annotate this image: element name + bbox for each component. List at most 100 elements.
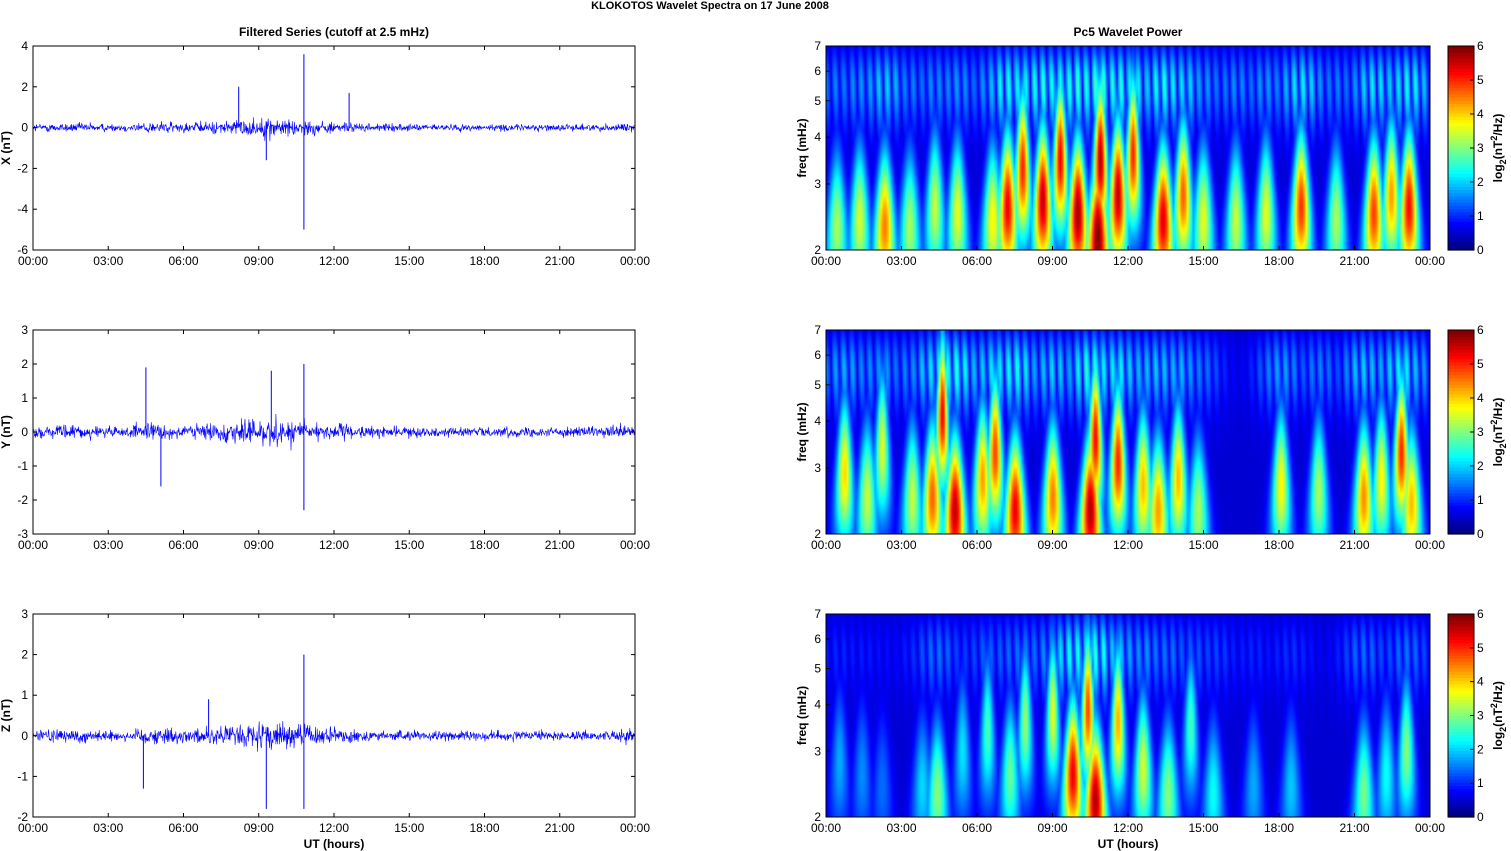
colorbar-label-tail: /Hz)	[1491, 398, 1505, 420]
wavelet-z-colorbar-segment	[1448, 658, 1474, 663]
wavelet-z-colorbar-segment	[1448, 756, 1474, 761]
wavelet-z-colorbar-segment	[1448, 744, 1474, 748]
wavelet-x-xtick-label: 00:00	[811, 254, 841, 268]
wavelet-z-colorbar-segment	[1448, 728, 1474, 732]
series-x-ytick-label: -2	[17, 161, 28, 175]
wavelet-y-colorbar-tick-label: 5	[1477, 357, 1484, 371]
wavelet-x-colorbar-segment	[1448, 221, 1474, 226]
wavelet-z-colorbar-segment	[1448, 718, 1474, 723]
wavelet-z-ytick-label: 5	[814, 662, 821, 676]
wavelet-x-colorbar-segment	[1448, 132, 1474, 136]
wavelet-x-colorbar-tick-label: 5	[1477, 73, 1484, 87]
wavelet-z-colorbar-tick-label: 0	[1477, 810, 1484, 824]
wavelet-z-colorbar-label: log2(nT2/Hz)	[1489, 681, 1508, 750]
wavelet-x-colorbar-segment	[1448, 125, 1474, 130]
wavelet-x-colorbar-segment	[1448, 71, 1474, 76]
colorbar-label-inner: (nT	[1491, 424, 1505, 443]
wavelet-z-colorbar-segment	[1448, 769, 1474, 774]
wavelet-y-colorbar-segment	[1448, 498, 1474, 503]
series-x-xtick-label: 18:00	[469, 254, 499, 268]
wavelet-z-colorbar-segment	[1448, 797, 1474, 802]
wavelet-y-colorbar-segment	[1448, 447, 1474, 452]
wavelet-x-colorbar-segment	[1448, 243, 1474, 248]
wavelet-y-colorbar-segment	[1448, 470, 1474, 475]
series-x-xtick-label: 15:00	[394, 254, 424, 268]
wavelet-z-colorbar-segment	[1448, 623, 1474, 628]
wavelet-y-colorbar-segment	[1448, 479, 1474, 484]
colorbar-label-tail: /Hz)	[1491, 681, 1505, 703]
wavelet-y-colorbar-segment	[1448, 355, 1474, 360]
wavelet-x-xtick-label: 12:00	[1113, 254, 1143, 268]
wavelet-y-colorbar-tick-label: 3	[1477, 425, 1484, 439]
series-x-ylabel: X (nT)	[0, 131, 13, 165]
wavelet-x-colorbar-segment	[1448, 202, 1474, 206]
series-x-ytick-label: 4	[21, 39, 28, 53]
left-xlabel: UT (hours)	[304, 837, 365, 851]
wavelet-z-colorbar-segment	[1448, 747, 1474, 751]
wavelet-z-colorbar-segment	[1448, 690, 1474, 694]
left-column-title: Filtered Series (cutoff at 2.5 mHz)	[239, 25, 429, 39]
series-x-ytick-label: 0	[21, 121, 28, 135]
wavelet-y-colorbar-segment	[1448, 451, 1474, 455]
wavelet-y-ytick-label: 7	[814, 323, 821, 337]
wavelet-y-colorbar-segment	[1448, 358, 1474, 363]
wavelet-y-ytick-label: 5	[814, 378, 821, 392]
wavelet-x-xtick-label: 21:00	[1339, 254, 1369, 268]
series-y-xtick-label: 21:00	[545, 538, 575, 552]
wavelet-x-colorbar-segment	[1448, 65, 1474, 69]
wavelet-z-colorbar-segment	[1448, 702, 1474, 707]
wavelet-y-ytick-label: 2	[814, 527, 821, 541]
series-z-ylabel: Z (nT)	[0, 699, 13, 732]
wavelet-x-colorbar-segment	[1448, 173, 1474, 178]
wavelet-z-colorbar-segment	[1448, 680, 1474, 685]
wavelet-y-colorbar-segment	[1448, 508, 1474, 513]
wavelet-y-colorbar-segment	[1448, 412, 1474, 417]
wavelet-z-ytick-label: 4	[814, 698, 821, 712]
wavelet-x-colorbar-segment	[1448, 100, 1474, 104]
wavelet-x-colorbar-segment	[1448, 157, 1474, 162]
wavelet-z-colorbar-segment	[1448, 629, 1474, 634]
wavelet-y-colorbar-segment	[1448, 361, 1474, 366]
wavelet-z-colorbar-segment	[1448, 772, 1474, 777]
wavelet-y-colorbar-segment	[1448, 463, 1474, 468]
wavelet-x-colorbar-segment	[1448, 183, 1474, 187]
wavelet-z-colorbar-segment	[1448, 731, 1474, 736]
wavelet-y-colorbar-segment	[1448, 514, 1474, 519]
colorbar-label-inner: (nT	[1491, 708, 1505, 727]
wavelet-z-colorbar-segment	[1448, 652, 1474, 656]
wavelet-x-xtick-label: 00:00	[1415, 254, 1445, 268]
wavelet-z-colorbar-segment	[1448, 740, 1474, 745]
wavelet-x-colorbar-tick-label: 1	[1477, 209, 1484, 223]
series-z-ytick-label: 0	[21, 729, 28, 743]
wavelet-x-colorbar-segment	[1448, 199, 1474, 203]
wavelet-z-colorbar-segment	[1448, 674, 1474, 679]
wavelet-x-colorbar-segment	[1448, 93, 1474, 98]
colorbar-label-base: log	[1491, 164, 1505, 182]
wavelet-z-xtick-label: 09:00	[1037, 821, 1067, 835]
wavelet-y-colorbar-segment	[1448, 454, 1474, 459]
wavelet-x-colorbar-segment	[1448, 87, 1474, 92]
wavelet-x-colorbar-tick-label: 6	[1477, 39, 1484, 53]
series-z-xtick-label: 12:00	[319, 821, 349, 835]
wavelet-x-colorbar-segment	[1448, 52, 1474, 57]
wavelet-x-colorbar-segment	[1448, 106, 1474, 111]
wavelet-y-colorbar-tick-label: 0	[1477, 527, 1484, 541]
colorbar-label-sup: 2	[1489, 136, 1499, 141]
wavelet-z-colorbar-tick-label: 6	[1477, 607, 1484, 621]
wavelet-x-colorbar-segment	[1448, 135, 1474, 140]
wavelet-y-colorbar-segment	[1448, 473, 1474, 478]
wavelet-x-colorbar-segment	[1448, 138, 1474, 143]
wavelet-y-colorbar-segment	[1448, 530, 1474, 535]
series-z-ytick-label: 2	[21, 648, 28, 662]
wavelet-x-colorbar-segment	[1448, 154, 1474, 159]
wavelet-z-colorbar-segment	[1448, 766, 1474, 771]
wavelet-y-colorbar-segment	[1448, 422, 1474, 427]
wavelet-x-colorbar-segment	[1448, 237, 1474, 242]
wavelet-z-heatmap-image	[826, 614, 1430, 817]
wavelet-y-colorbar-segment	[1448, 518, 1474, 522]
wavelet-z-colorbar-segment	[1448, 734, 1474, 739]
wavelet-x-xtick-label: 03:00	[886, 254, 916, 268]
wavelet-y-colorbar-segment	[1448, 419, 1474, 424]
wavelet-y-colorbar-segment	[1448, 511, 1474, 516]
wavelet-x-ylabel: freq (mHz)	[795, 118, 809, 177]
